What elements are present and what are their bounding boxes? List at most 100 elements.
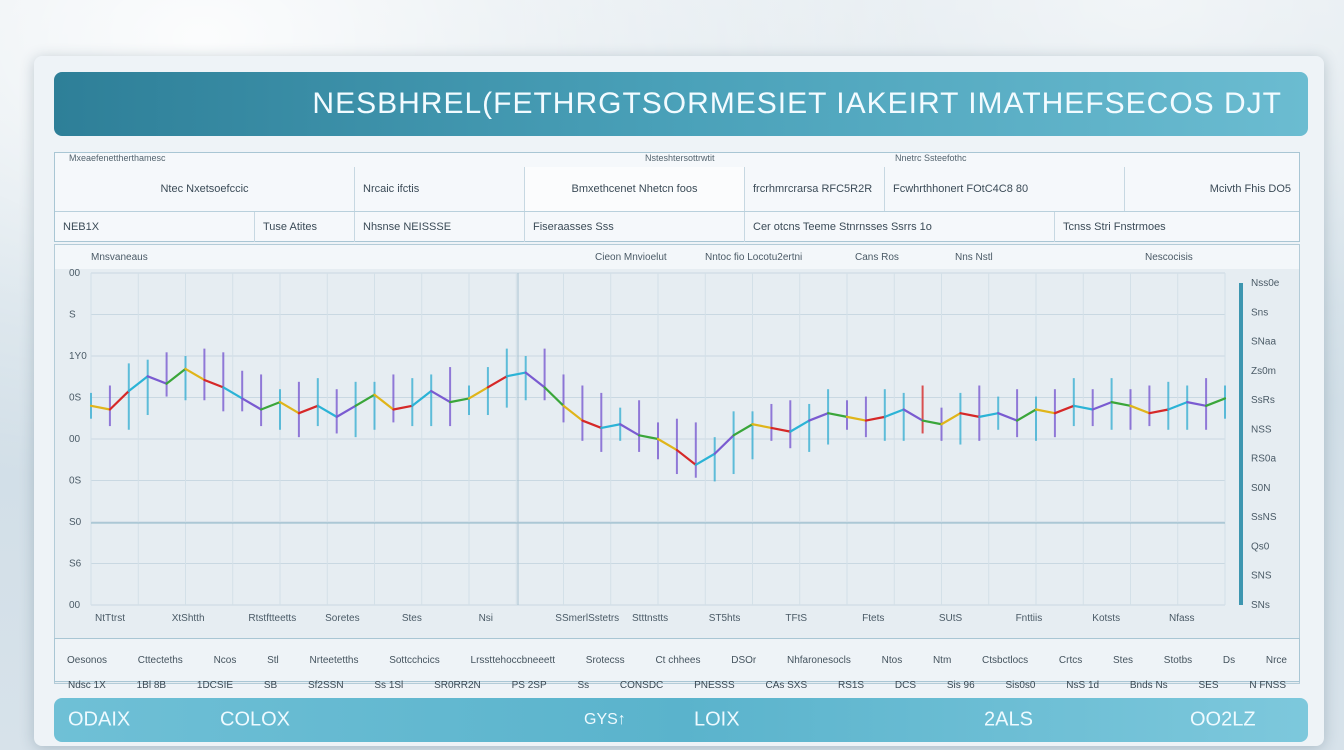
series-segment (959, 412, 981, 418)
series-segment (1129, 404, 1151, 415)
series-segment (430, 389, 452, 404)
toolbar-tab-2[interactable]: Tuse Atites (255, 212, 355, 242)
series-segment (335, 404, 357, 418)
series-segment (1015, 408, 1038, 422)
toolbar-header-3: Nsteshtersottrwtit (645, 153, 715, 163)
chart-header-item: Nns Nstl (955, 252, 993, 263)
series-segment (222, 386, 244, 400)
toolbar-row-2: NEB1X Tuse Atites Nhsnse NEISSSE Fiseraa… (55, 211, 1299, 242)
info-item: Ds (1222, 654, 1236, 666)
series-segment (260, 401, 282, 411)
bottom-item-5[interactable]: 2ALS (984, 708, 1033, 731)
right-tick-label: NSS (1251, 424, 1272, 435)
bottom-item-6[interactable]: OO2LZ (1190, 708, 1256, 731)
series-segment (883, 408, 905, 418)
x-tick-label: SSmerlSstetrs (555, 613, 619, 624)
series-segment (1110, 401, 1132, 407)
stat-item: Sf2SSN (307, 680, 344, 691)
chart-header-item: Cieon Mnvioelut (595, 252, 667, 263)
bottom-item-1[interactable]: ODAIX (68, 708, 131, 731)
series-segment (713, 434, 735, 455)
bottom-bar: ODAIX COLOX GYS↑ LOIX 2ALS OO2LZ (54, 698, 1308, 742)
y-tick-label: 00 (69, 434, 81, 445)
info-item: Stotbs (1163, 654, 1193, 666)
toolbar-field-3[interactable]: Bmxethcenet Nhetcn foos (525, 167, 745, 211)
info-item: Ntm (932, 654, 952, 666)
x-tick-label: NtTtrst (95, 613, 125, 624)
y-tick-label: S6 (69, 559, 82, 570)
toolbar-field-6[interactable]: Mcivth Fhis DO5 (1209, 183, 1291, 195)
toolbar: Mxeaefenettherthamesc Nsteshtersottrwtit… (54, 152, 1300, 242)
toolbar-tab-6[interactable]: Tcnss Stri Fnstrmoes (1063, 221, 1166, 233)
toolbar-tab-1[interactable]: NEB1X (55, 212, 255, 242)
info-item: Ct chhees (655, 654, 701, 666)
series-segment (165, 367, 187, 385)
y-tick-label: 1Y0 (69, 351, 87, 362)
info-item: Nhfaronesocls (786, 654, 851, 666)
toolbar-field-2[interactable]: Nrcaic ifctis (355, 167, 525, 211)
series-segment (108, 389, 130, 411)
chart-header-bg (55, 245, 1299, 269)
stat-item: Ss (577, 680, 590, 691)
series-segment (940, 412, 962, 426)
series-segment (1034, 408, 1057, 415)
stat-item: PNESSS (694, 680, 735, 691)
stat-item: Sis0s0 (1005, 680, 1036, 691)
stat-item: CONSDC (619, 680, 664, 691)
series-segment (241, 397, 263, 411)
series-segment (581, 419, 603, 430)
chart-header-left: Mnsvaneaus (91, 252, 148, 263)
info-item: Ctsbctlocs (982, 654, 1029, 666)
bottom-item-2[interactable]: COLOX (220, 708, 291, 731)
stat-item: Ss 1Sl (374, 680, 404, 691)
series-segment (278, 401, 300, 415)
toolbar-field-1[interactable]: Ntec Nxetsoefccic (55, 167, 355, 211)
info-item: Srotecss (585, 654, 625, 666)
series-segment (978, 412, 1000, 418)
bottom-item-4[interactable]: LOIX (694, 708, 740, 731)
x-tick-label: Ftets (862, 613, 884, 624)
series-segment (656, 437, 679, 452)
info-item: DSOr (731, 654, 757, 666)
series-segment (392, 404, 414, 411)
right-tick-label: SsRs (1251, 395, 1275, 406)
chart-area[interactable]: Mnsvaneaus Cieon Mnvioelut Nntoc fio Locot… (54, 244, 1300, 684)
series-segment (89, 404, 112, 411)
stat-item: N FNSS (1249, 680, 1286, 691)
toolbar-tab-4[interactable]: Fiseraasses Sss (525, 212, 745, 242)
series-segment (486, 375, 508, 389)
series-segment (543, 386, 565, 407)
y-tick-label: S0 (69, 517, 82, 528)
y-tick-label: S (69, 310, 76, 321)
chart-header-right: Nescocisis (1145, 252, 1193, 263)
series-segment (1072, 404, 1094, 411)
toolbar-tab-3[interactable]: Nhsnse NEISSSE (355, 212, 525, 242)
toolbar-field-5[interactable]: Fcwhrthhonert FOtC4C8 80 (885, 167, 1125, 211)
x-tick-label: XtShtth (172, 613, 205, 624)
series-segment (845, 415, 868, 422)
series-segment (127, 375, 149, 393)
info-item: Stes (1113, 654, 1134, 666)
series-segment (316, 404, 338, 418)
right-tick-label: SNaa (1251, 337, 1276, 348)
right-tick-label: Sns (1251, 307, 1268, 318)
toolbar-tab-5[interactable]: Cer otcns Teeme Stnrnsses Ssrrs 1o (745, 212, 1055, 242)
info-item: Nrteetetths (309, 654, 359, 666)
series-segment (1186, 401, 1208, 407)
series-segment (373, 393, 395, 411)
main-window: NESBHREL(FETHRGTSORMESIET IAKEIRT IMATHE… (34, 56, 1324, 746)
series-segment (751, 423, 773, 430)
x-tick-label: TFtS (785, 613, 807, 624)
bottom-item-3[interactable]: GYS↑ (584, 711, 626, 728)
right-tick-label: Zs0m (1251, 366, 1276, 377)
stat-item: 1Bl 8B (136, 680, 167, 691)
series-segment (789, 419, 811, 433)
series-segment (184, 367, 206, 382)
info-item: Stl (267, 654, 279, 666)
right-tick-label: RS0a (1251, 454, 1276, 465)
page-title-text: NESBHREL(FETHRGTSORMESIET IAKEIRT IMATHE… (312, 87, 1282, 120)
toolbar-field-4[interactable]: frcrhmrcrarsa RFC5R2R (745, 167, 885, 211)
stat-item: SR0RR2N (434, 680, 481, 691)
price-chart[interactable]: Mnsvaneaus Cieon Mnvioelut Nntoc fio Locot… (55, 245, 1299, 635)
x-tick-label: Kotsts (1092, 613, 1120, 624)
